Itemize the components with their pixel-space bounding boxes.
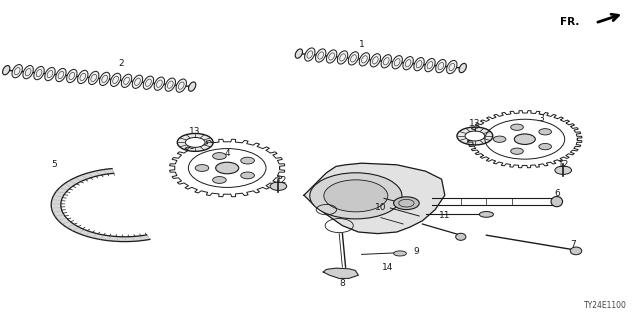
Circle shape bbox=[186, 138, 205, 147]
Ellipse shape bbox=[456, 233, 466, 240]
Text: 1: 1 bbox=[359, 40, 364, 49]
Text: 9: 9 bbox=[413, 247, 419, 256]
Ellipse shape bbox=[34, 67, 44, 80]
Ellipse shape bbox=[359, 53, 370, 66]
Ellipse shape bbox=[447, 60, 457, 74]
Ellipse shape bbox=[122, 74, 132, 87]
Ellipse shape bbox=[337, 51, 348, 64]
Text: 11: 11 bbox=[439, 212, 451, 220]
Polygon shape bbox=[170, 139, 285, 197]
Circle shape bbox=[324, 180, 388, 212]
Text: 8: 8 bbox=[340, 279, 345, 288]
Ellipse shape bbox=[154, 77, 164, 90]
Text: 3: 3 bbox=[538, 114, 543, 123]
Ellipse shape bbox=[295, 49, 303, 58]
Circle shape bbox=[270, 182, 287, 190]
Ellipse shape bbox=[143, 76, 154, 89]
Ellipse shape bbox=[425, 59, 435, 72]
Ellipse shape bbox=[77, 70, 88, 84]
Circle shape bbox=[555, 166, 572, 174]
Circle shape bbox=[212, 177, 226, 183]
Circle shape bbox=[241, 157, 255, 164]
Ellipse shape bbox=[392, 56, 403, 69]
Text: 13: 13 bbox=[189, 127, 201, 136]
Text: FR.: FR. bbox=[560, 17, 579, 28]
Text: 12: 12 bbox=[557, 160, 569, 169]
Ellipse shape bbox=[45, 68, 55, 81]
Circle shape bbox=[539, 143, 552, 150]
Ellipse shape bbox=[189, 82, 196, 91]
Circle shape bbox=[216, 162, 239, 174]
Ellipse shape bbox=[305, 48, 315, 61]
Polygon shape bbox=[323, 268, 358, 278]
Ellipse shape bbox=[132, 75, 143, 88]
Text: 12: 12 bbox=[276, 176, 287, 185]
Circle shape bbox=[241, 172, 255, 179]
Ellipse shape bbox=[316, 49, 326, 62]
Ellipse shape bbox=[165, 78, 175, 91]
Text: 14: 14 bbox=[381, 263, 393, 272]
Ellipse shape bbox=[479, 212, 493, 217]
Circle shape bbox=[457, 127, 493, 145]
Text: 7: 7 bbox=[570, 240, 575, 249]
Ellipse shape bbox=[3, 66, 10, 75]
Polygon shape bbox=[468, 111, 582, 168]
Ellipse shape bbox=[436, 60, 446, 73]
Ellipse shape bbox=[551, 196, 563, 207]
Ellipse shape bbox=[99, 72, 110, 85]
Circle shape bbox=[394, 197, 419, 210]
Ellipse shape bbox=[176, 79, 186, 92]
Ellipse shape bbox=[570, 247, 582, 255]
Text: 10: 10 bbox=[375, 204, 387, 212]
Ellipse shape bbox=[326, 50, 337, 63]
Ellipse shape bbox=[88, 71, 99, 84]
Polygon shape bbox=[304, 163, 445, 234]
Ellipse shape bbox=[381, 55, 392, 68]
Ellipse shape bbox=[370, 54, 381, 67]
Ellipse shape bbox=[348, 52, 358, 65]
Circle shape bbox=[511, 124, 524, 130]
Circle shape bbox=[539, 129, 552, 135]
Ellipse shape bbox=[394, 251, 406, 256]
Circle shape bbox=[212, 153, 226, 159]
Circle shape bbox=[515, 134, 535, 144]
Text: 2: 2 bbox=[119, 60, 124, 68]
Text: TY24E1100: TY24E1100 bbox=[584, 301, 627, 310]
Circle shape bbox=[177, 133, 213, 151]
Text: 6: 6 bbox=[554, 189, 559, 198]
Circle shape bbox=[310, 173, 402, 219]
Ellipse shape bbox=[56, 68, 66, 82]
Circle shape bbox=[465, 131, 484, 141]
Circle shape bbox=[195, 164, 209, 172]
Circle shape bbox=[511, 148, 524, 154]
Ellipse shape bbox=[111, 73, 121, 86]
Ellipse shape bbox=[23, 66, 33, 79]
Polygon shape bbox=[51, 169, 150, 242]
Ellipse shape bbox=[12, 65, 22, 78]
Text: 13: 13 bbox=[469, 119, 481, 128]
Circle shape bbox=[493, 136, 506, 142]
Text: 5: 5 bbox=[52, 160, 57, 169]
Ellipse shape bbox=[414, 58, 424, 71]
Ellipse shape bbox=[403, 57, 413, 70]
Ellipse shape bbox=[459, 63, 467, 73]
Ellipse shape bbox=[67, 69, 77, 83]
Text: 4: 4 bbox=[225, 149, 230, 158]
